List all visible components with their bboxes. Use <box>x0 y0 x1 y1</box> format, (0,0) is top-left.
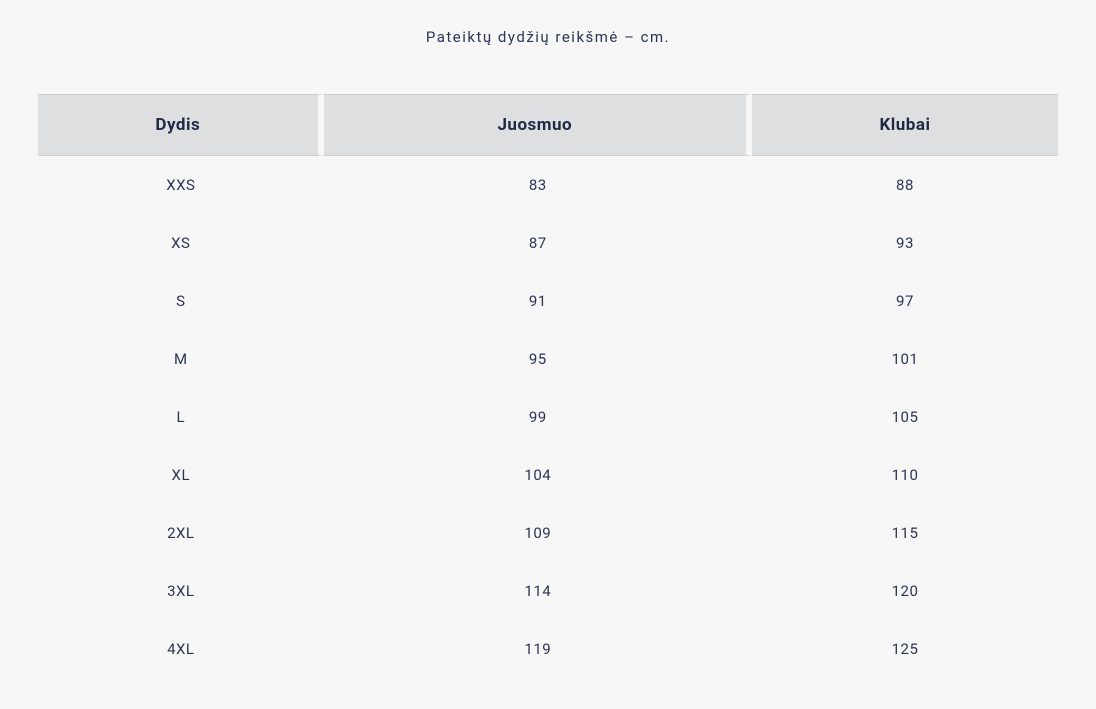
cell-hips: 93 <box>752 214 1058 272</box>
cell-waist: 87 <box>324 214 752 272</box>
cell-size: 4XL <box>38 620 324 678</box>
cell-size: S <box>38 272 324 330</box>
table-header-row: Dydis Juosmuo Klubai <box>38 94 1058 156</box>
col-header-hips: Klubai <box>752 94 1058 156</box>
table-body: XXS 83 88 XS 87 93 S 91 97 M 95 101 L 99… <box>38 156 1058 678</box>
table-row: 2XL 109 115 <box>38 504 1058 562</box>
cell-hips: 115 <box>752 504 1058 562</box>
cell-size: L <box>38 388 324 446</box>
cell-size: XL <box>38 446 324 504</box>
cell-size: XXS <box>38 156 324 214</box>
cell-waist: 95 <box>324 330 752 388</box>
table-row: XL 104 110 <box>38 446 1058 504</box>
cell-size: XS <box>38 214 324 272</box>
col-header-size: Dydis <box>38 94 324 156</box>
cell-hips: 110 <box>752 446 1058 504</box>
table-row: S 91 97 <box>38 272 1058 330</box>
cell-hips: 120 <box>752 562 1058 620</box>
cell-waist: 83 <box>324 156 752 214</box>
table-row: M 95 101 <box>38 330 1058 388</box>
cell-hips: 97 <box>752 272 1058 330</box>
table-row: XS 87 93 <box>38 214 1058 272</box>
cell-hips: 88 <box>752 156 1058 214</box>
cell-hips: 105 <box>752 388 1058 446</box>
cell-waist: 109 <box>324 504 752 562</box>
table-row: L 99 105 <box>38 388 1058 446</box>
cell-hips: 101 <box>752 330 1058 388</box>
cell-size: 2XL <box>38 504 324 562</box>
cell-waist: 99 <box>324 388 752 446</box>
cell-hips: 125 <box>752 620 1058 678</box>
cell-waist: 119 <box>324 620 752 678</box>
cell-size: 3XL <box>38 562 324 620</box>
col-header-waist: Juosmuo <box>324 94 752 156</box>
cell-size: M <box>38 330 324 388</box>
size-table: Dydis Juosmuo Klubai XXS 83 88 XS 87 93 … <box>38 94 1058 678</box>
table-row: 4XL 119 125 <box>38 620 1058 678</box>
cell-waist: 114 <box>324 562 752 620</box>
table-row: 3XL 114 120 <box>38 562 1058 620</box>
table-row: XXS 83 88 <box>38 156 1058 214</box>
cell-waist: 104 <box>324 446 752 504</box>
subtitle-text: Pateiktų dydžių reikšmė – cm. <box>38 28 1058 46</box>
cell-waist: 91 <box>324 272 752 330</box>
